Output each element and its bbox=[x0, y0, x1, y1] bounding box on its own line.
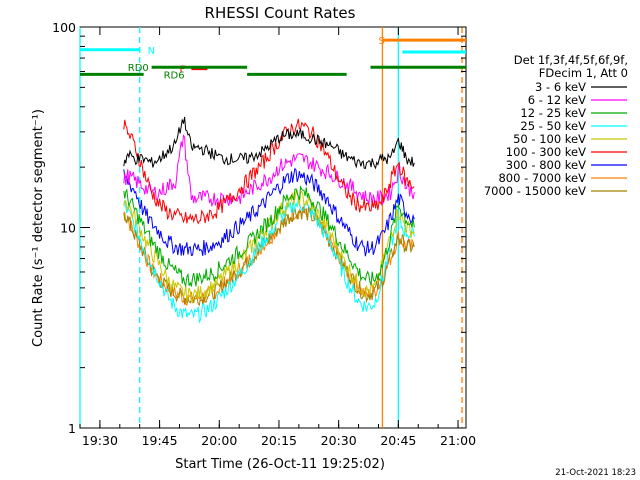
x-tick-label: 20:00 bbox=[201, 433, 237, 448]
footer-date: 21-Oct-2021 18:23 bbox=[555, 468, 636, 478]
x-axis-label: Start Time (26-Oct-11 19:25:02) bbox=[175, 457, 385, 472]
series-layer bbox=[123, 116, 415, 324]
legend-entry-label: 800 - 7000 keV bbox=[498, 171, 586, 185]
x-tick-label: 21:00 bbox=[440, 433, 476, 448]
x-tick-label: 20:15 bbox=[261, 433, 297, 448]
flag-label: F bbox=[179, 65, 185, 76]
legend-entry-label: 50 - 100 keV bbox=[513, 132, 586, 146]
x-tick-label: 20:45 bbox=[380, 433, 416, 448]
y-tick-label: 10 bbox=[60, 221, 76, 236]
x-tick-label: 19:45 bbox=[142, 433, 178, 448]
series-line bbox=[123, 116, 415, 170]
y-tick-label: 100 bbox=[52, 20, 76, 35]
legend-header-line-2: FDecim 1, Att 0 bbox=[539, 66, 628, 80]
series-line bbox=[123, 198, 415, 324]
series-line bbox=[123, 184, 415, 288]
legend-entry-label: 300 - 800 keV bbox=[506, 158, 586, 172]
legend-entry-label: 100 - 300 keV bbox=[506, 145, 586, 159]
x-tick-label: 19:30 bbox=[82, 433, 118, 448]
flag-label: S bbox=[378, 36, 384, 47]
legend: Det 1f,3f,4f,5f,6f,9f, FDecim 1, Att 0 3… bbox=[484, 53, 628, 198]
legend-header-line-1: Det 1f,3f,4f,5f,6f,9f, bbox=[514, 53, 628, 67]
series-line bbox=[123, 189, 415, 304]
legend-entry-label: 12 - 25 keV bbox=[520, 106, 586, 120]
legend-entry-label: 25 - 50 keV bbox=[520, 119, 586, 133]
series-line bbox=[123, 134, 415, 208]
x-tick-label: 20:30 bbox=[321, 433, 357, 448]
chart-title: RHESSI Count Rates bbox=[205, 4, 356, 22]
axes-layer: 19:30 19:45 20:00 20:15 20:30 20:45 21:00 1 10 10… bbox=[52, 20, 476, 448]
legend-entry-label: 3 - 6 keV bbox=[535, 80, 586, 94]
legend-entry-label: 7000 - 15000 keV bbox=[484, 184, 586, 198]
legend-entry-label: 6 - 12 keV bbox=[528, 93, 586, 107]
flag-label: N bbox=[148, 46, 155, 57]
flag-label: RD0 bbox=[128, 63, 149, 74]
y-axis-label: Count Rate (s⁻¹ detector segment⁻¹) bbox=[31, 109, 46, 347]
series-line bbox=[123, 167, 415, 257]
y-tick-label: 1 bbox=[68, 421, 76, 436]
series-line bbox=[123, 118, 415, 225]
flag-label: RD6 bbox=[164, 70, 185, 81]
